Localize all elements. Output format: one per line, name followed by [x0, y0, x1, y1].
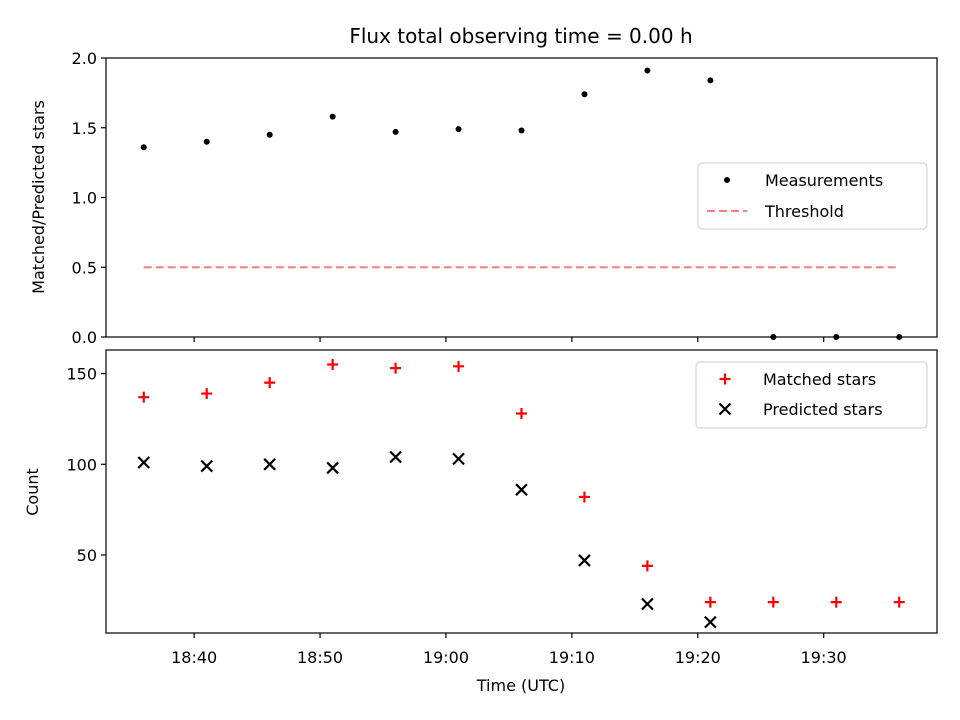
x-tick-label: 19:20 — [675, 648, 721, 667]
measurement-point — [707, 77, 714, 84]
predicted-star-point — [263, 458, 276, 471]
x-tick-label: 18:40 — [171, 648, 217, 667]
matched-star-point — [201, 388, 213, 400]
predicted-star-point — [641, 597, 654, 611]
top-y-tick-label: 0.5 — [72, 258, 97, 277]
measurement-point — [392, 128, 399, 135]
x-tick-label: 19:30 — [801, 648, 847, 667]
x-axis-label: Time (UTC) — [476, 676, 565, 695]
matched-star-point — [453, 360, 465, 372]
measurement-point — [518, 127, 525, 134]
matched-star-point — [704, 596, 716, 608]
measurement-point — [455, 126, 462, 133]
matched-star-point — [264, 377, 276, 389]
predicted-star-point — [326, 461, 339, 475]
legend-matched-swatch — [719, 373, 731, 385]
top-panel: Matched/Predicted stars 0.00.51.01.52.0 … — [29, 49, 938, 347]
x-tick-label: 18:50 — [297, 648, 343, 667]
matched-star-point — [327, 359, 339, 371]
bottom-panel: Count Time (UTC) 50 100 150 18:40 18:50 19:00… — [23, 349, 938, 695]
bottom-y-tick-label: 100 — [66, 455, 97, 474]
legend-measurement-swatch — [724, 177, 730, 183]
predicted-star-point — [578, 554, 591, 567]
matched-star-point — [830, 596, 842, 608]
legend-entry-label: Threshold — [764, 202, 844, 221]
measurement-point — [329, 113, 336, 120]
top-legend: Measurements Threshold — [697, 162, 928, 230]
x-tick-label: 19:10 — [549, 648, 595, 667]
measurement-point — [266, 131, 273, 138]
top-y-tick-label: 2.0 — [72, 49, 97, 68]
matched-star-point — [767, 596, 779, 608]
matched-star-point — [390, 362, 402, 374]
bottom-y-tick-label: 50 — [77, 546, 97, 565]
x-tick-label: 19:00 — [423, 648, 469, 667]
bottom-y-tick-label: 150 — [66, 365, 97, 384]
legend-predicted-swatch — [718, 402, 732, 416]
bottom-y-axis-label: Count — [23, 468, 42, 516]
top-axes: 0.0 0.5 1.0 1.5 2.0 — [72, 49, 938, 347]
measurement-point — [581, 91, 588, 98]
predicted-star-point — [704, 615, 717, 629]
top-plot-area — [140, 67, 903, 340]
bottom-legend-box — [695, 361, 928, 429]
top-legend-box — [697, 162, 928, 230]
bottom-legend: Matched stars Predicted stars — [695, 361, 928, 429]
predicted-star-point — [452, 452, 465, 466]
top-y-tick-label: 1.5 — [72, 119, 97, 138]
bottom-axes: 50 100 150 18:40 18:50 19:00 19:10 19:20 19:30 — [66, 349, 938, 667]
figure-title: Flux total observing time = 0.00 h — [349, 24, 692, 48]
bottom-plot-area — [137, 359, 905, 629]
matched-star-point — [516, 407, 527, 419]
bottom-axes-frame — [105, 349, 938, 634]
predicted-star-point — [137, 456, 151, 469]
measurement-point — [203, 138, 210, 145]
matched-star-point — [641, 560, 653, 572]
top-y-tick-label: 0.0 — [72, 328, 97, 347]
legend-entry-label: Matched stars — [763, 370, 876, 389]
top-y-tick-label: 1.0 — [72, 189, 97, 208]
measurement-point — [140, 144, 147, 151]
predicted-star-point — [389, 450, 402, 464]
matched-star-point — [138, 391, 150, 403]
measurement-point — [644, 67, 651, 74]
matched-star-point — [893, 596, 905, 608]
predicted-star-point — [200, 459, 214, 473]
predicted-star-point — [515, 483, 528, 496]
matched-star-point — [578, 491, 590, 503]
legend-entry-label: Predicted stars — [763, 400, 883, 419]
top-y-axis-label: Matched/Predicted stars — [29, 100, 48, 294]
legend-entry-label: Measurements — [765, 171, 883, 190]
